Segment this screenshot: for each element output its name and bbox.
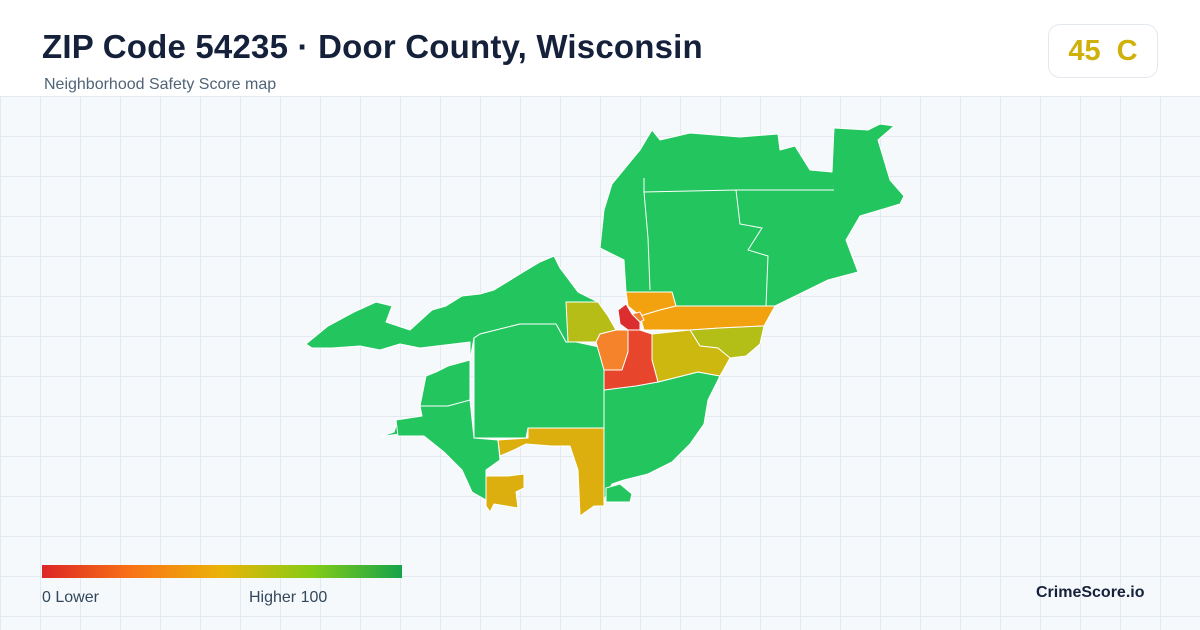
map-region[interactable]: [485, 473, 525, 513]
map-region[interactable]: [473, 323, 605, 439]
map-region[interactable]: [603, 329, 659, 391]
safety-score-badge: 45 C: [1048, 24, 1158, 78]
legend-low-label: 0 Lower: [42, 589, 99, 606]
header: ZIP Code 54235 · Door County, Wisconsin …: [0, 0, 1200, 96]
legend-high-label: Higher 100: [249, 589, 328, 606]
page-title: ZIP Code 54235 · Door County, Wisconsin: [42, 28, 703, 65]
map-region-boundary: [643, 178, 834, 307]
map-region[interactable]: [605, 483, 633, 503]
score-value: 45: [1068, 34, 1101, 67]
map-region[interactable]: [497, 427, 605, 517]
map-region[interactable]: [617, 303, 641, 331]
map-region[interactable]: [631, 311, 645, 323]
map-region[interactable]: [395, 399, 501, 501]
page-subtitle: Neighborhood Safety Score map: [44, 76, 277, 93]
brand-logo-text: CrimeScore.io: [1036, 584, 1145, 601]
score-grade: C: [1116, 34, 1138, 67]
legend-gradient-bar: [42, 565, 402, 578]
map-region[interactable]: [603, 371, 721, 501]
